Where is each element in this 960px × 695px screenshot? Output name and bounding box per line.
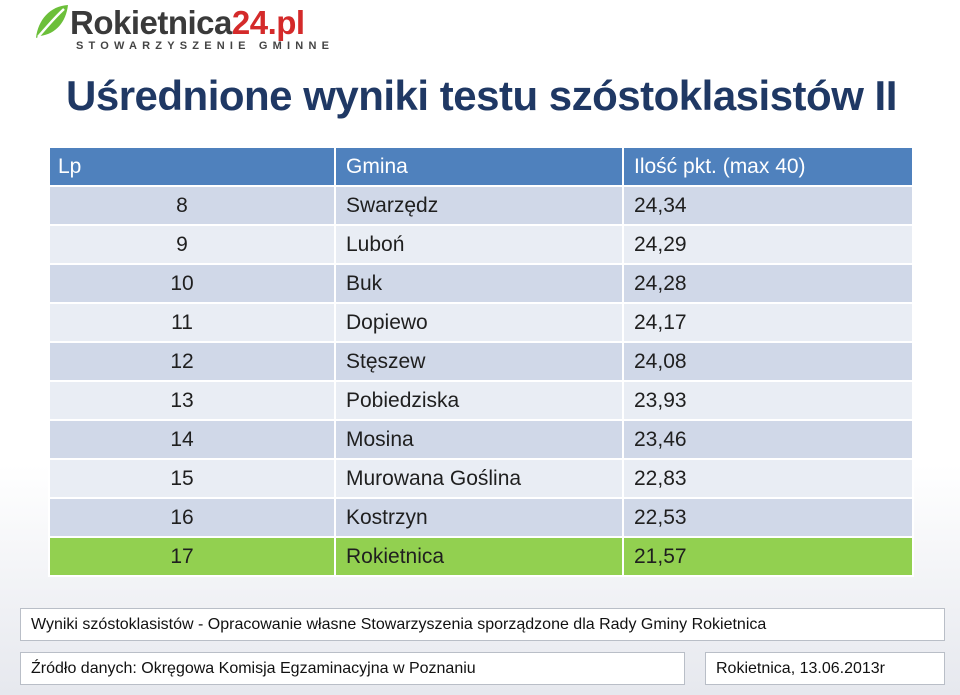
table-row: 11 Dopiewo 24,17 <box>48 302 914 343</box>
cell-lp: 16 <box>48 497 336 538</box>
table-row: 8 Swarzędz 24,34 <box>48 185 914 226</box>
cell-lp: 14 <box>48 419 336 460</box>
table-row: 12 Stęszew 24,08 <box>48 341 914 382</box>
cell-gmina: Rokietnica <box>334 536 624 577</box>
cell-points: 24,29 <box>622 224 914 265</box>
cell-gmina: Stęszew <box>334 341 624 382</box>
footer-description: Wyniki szóstoklasistów - Opracowanie wła… <box>20 608 945 641</box>
cell-points: 24,34 <box>622 185 914 226</box>
column-header-points: Ilość pkt. (max 40) <box>622 146 914 187</box>
cell-gmina: Murowana Goślina <box>334 458 624 499</box>
table-row-highlighted: 17 Rokietnica 21,57 <box>48 536 914 577</box>
cell-gmina: Buk <box>334 263 624 304</box>
table-row: 9 Luboń 24,29 <box>48 224 914 265</box>
cell-gmina: Kostrzyn <box>334 497 624 538</box>
cell-gmina: Mosina <box>334 419 624 460</box>
footer-source: Źródło danych: Okręgowa Komisja Egzamina… <box>20 652 685 685</box>
table-row: 10 Buk 24,28 <box>48 263 914 304</box>
table-header-row: Lp Gmina Ilość pkt. (max 40) <box>48 146 914 187</box>
cell-points: 22,83 <box>622 458 914 499</box>
cell-gmina: Swarzędz <box>334 185 624 226</box>
cell-gmina: Luboń <box>334 224 624 265</box>
logo-brand-accent: 24.pl <box>231 4 305 41</box>
logo-tagline: STOWARZYSZENIE GMINNE <box>76 40 335 52</box>
table-row: 15 Murowana Goślina 22,83 <box>48 458 914 499</box>
cell-lp: 9 <box>48 224 336 265</box>
cell-points: 23,46 <box>622 419 914 460</box>
cell-points: 24,08 <box>622 341 914 382</box>
footer-date: Rokietnica, 13.06.2013r <box>705 652 945 685</box>
cell-points: 24,28 <box>622 263 914 304</box>
cell-points: 23,93 <box>622 380 914 421</box>
logo-brand: Rokietnica <box>70 4 232 41</box>
cell-lp: 12 <box>48 341 336 382</box>
cell-gmina: Dopiewo <box>334 302 624 343</box>
cell-points: 21,57 <box>622 536 914 577</box>
results-table: Lp Gmina Ilość pkt. (max 40) 8 Swarzędz … <box>48 146 914 577</box>
cell-points: 22,53 <box>622 497 914 538</box>
column-header-gmina: Gmina <box>334 146 624 187</box>
cell-lp: 13 <box>48 380 336 421</box>
cell-points: 24,17 <box>622 302 914 343</box>
cell-lp: 11 <box>48 302 336 343</box>
cell-lp: 10 <box>48 263 336 304</box>
cell-lp: 17 <box>48 536 336 577</box>
leaf-icon <box>36 5 68 38</box>
column-header-lp: Lp <box>48 146 336 187</box>
table-row: 14 Mosina 23,46 <box>48 419 914 460</box>
table-row: 13 Pobiedziska 23,93 <box>48 380 914 421</box>
cell-lp: 8 <box>48 185 336 226</box>
table-row: 16 Kostrzyn 22,53 <box>48 497 914 538</box>
logo-wordmark: Rokietnica24.pl <box>70 4 305 42</box>
cell-gmina: Pobiedziska <box>334 380 624 421</box>
logo: Rokietnica24.pl STOWARZYSZENIE GMINNE <box>32 2 332 54</box>
page-title: Uśrednione wyniki testu szóstoklasistów … <box>66 72 897 119</box>
cell-lp: 15 <box>48 458 336 499</box>
